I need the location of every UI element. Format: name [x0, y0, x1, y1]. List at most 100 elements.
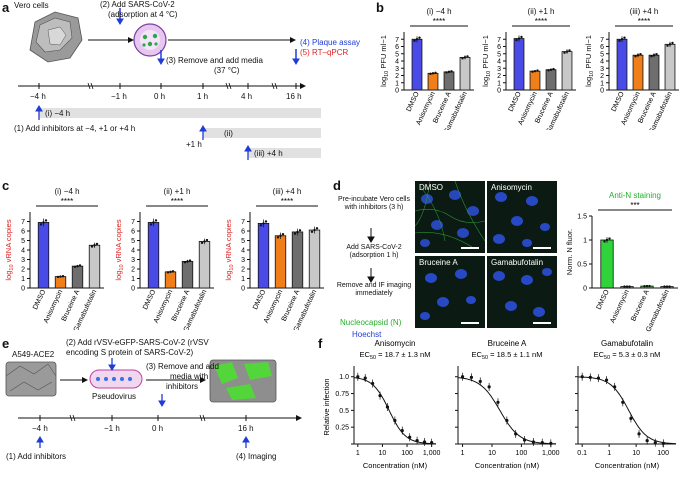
if-image-anisomycin: Anisomycin	[487, 181, 557, 253]
data-point	[445, 71, 448, 74]
data-point	[422, 440, 427, 444]
e-cells-label: A549-ACE2	[12, 350, 55, 359]
d-legend-hoechst: Hoechst	[352, 330, 382, 339]
sig-stars: ****	[281, 197, 293, 206]
data-point	[552, 67, 555, 71]
data-point	[264, 220, 268, 223]
ec50-annotation: EC50 = 18.7 ± 1.3 nM	[360, 350, 431, 361]
data-point	[629, 416, 633, 421]
y-tick-label: 1	[395, 80, 399, 87]
x-axis-label: Concentration (nM)	[363, 461, 428, 470]
data-point	[628, 285, 631, 288]
panel-e-diagram	[5, 358, 302, 448]
y-tick-label: 6	[497, 44, 501, 51]
bar	[291, 231, 304, 289]
chart-title: (iii) +4 h	[273, 187, 302, 196]
y-tick-label: 4	[395, 59, 399, 66]
y-axis-label: log10 PFU ml−1	[379, 35, 390, 87]
y-tick-label: 2	[497, 73, 501, 80]
data-point	[604, 378, 609, 382]
data-point	[450, 70, 453, 73]
data-point	[460, 375, 465, 379]
y-tick-label: 7	[131, 219, 135, 226]
bar	[443, 71, 455, 91]
x-tick-label: 1	[461, 450, 465, 457]
data-point	[385, 405, 390, 409]
data-point	[183, 260, 187, 264]
sig-stars: ***	[630, 201, 639, 210]
sig-stars: ****	[171, 197, 183, 206]
data-point	[621, 400, 625, 404]
virus-illustration	[133, 23, 167, 57]
a-step3b: (37 °C)	[214, 66, 240, 75]
bar	[529, 70, 541, 91]
x-tick-label: 0.1	[577, 450, 587, 457]
bar	[545, 69, 557, 91]
data-point	[418, 36, 421, 39]
y-tick-label: 3	[497, 66, 501, 73]
x-tick-label: 100	[401, 450, 413, 457]
data-point	[315, 227, 319, 230]
y-tick-label: 1	[497, 80, 501, 87]
data-point	[618, 39, 621, 42]
y-tick-label: 3	[131, 257, 135, 264]
y-axis-label: Norm. N fluor.	[565, 229, 574, 275]
d-step1: Pre-incubate Vero cells with inhibitors …	[338, 196, 410, 211]
data-point	[429, 72, 432, 76]
data-point	[568, 49, 571, 52]
data-point	[563, 51, 566, 54]
data-point	[78, 264, 82, 267]
a-bar2-label: (ii)	[224, 129, 233, 138]
d-step3: Remove and IF imaging immediately	[336, 282, 412, 297]
bar	[274, 235, 287, 289]
data-point	[588, 375, 592, 379]
chart-title: Bruceine A	[488, 340, 527, 348]
y-tick-label: 2	[21, 267, 25, 274]
chart-title: Gamabufotalin	[601, 340, 653, 348]
data-point	[461, 57, 464, 60]
data-point	[371, 381, 375, 386]
data-point	[522, 438, 527, 442]
panel-label-f: f	[318, 336, 323, 351]
chart-title: (iii) +4 h	[630, 7, 659, 16]
data-point	[547, 69, 550, 72]
e-tick-1: −1 h	[104, 424, 120, 433]
data-point	[487, 385, 491, 389]
x-tick-label: 10	[632, 450, 640, 457]
y-tick-label: 6	[600, 44, 604, 51]
bar	[664, 43, 676, 91]
x-tick-label: 1,000	[423, 450, 441, 457]
data-point	[666, 44, 669, 47]
data-point	[363, 376, 367, 380]
if-label-anisomycin: Anisomycin	[491, 183, 532, 192]
data-point	[520, 35, 523, 39]
a-tick-3: 1 h	[197, 92, 209, 101]
chart-title: (i) −4 h	[426, 7, 451, 16]
y-tick-label: 6	[21, 229, 25, 236]
data-point	[281, 232, 285, 236]
x-tick-label: 1	[607, 450, 611, 457]
data-point	[56, 275, 60, 279]
data-point	[356, 375, 360, 379]
panel-label-a: a	[2, 0, 10, 15]
data-point	[393, 418, 397, 423]
e-step3c: inhibitors	[166, 382, 199, 391]
data-point	[171, 270, 175, 273]
bar	[181, 261, 194, 289]
data-point	[623, 285, 626, 288]
bar	[88, 244, 101, 289]
a-step3: (3) Remove and add media	[166, 56, 263, 65]
data-point	[259, 224, 263, 227]
y-tick-label: 0	[131, 286, 135, 293]
a-bar1-label: (i) −4 h	[45, 109, 71, 118]
bar	[411, 38, 423, 91]
y-tick-label: 0	[583, 286, 587, 293]
data-point	[655, 52, 658, 56]
y-tick-label: 4	[497, 59, 501, 66]
y-tick-label: 0.5	[339, 408, 349, 415]
y-axis-label: log10 PFU ml−1	[584, 35, 595, 87]
data-point	[408, 435, 412, 439]
y-tick-label: 5	[131, 238, 135, 245]
y-axis-label: Relative infection	[322, 378, 331, 435]
